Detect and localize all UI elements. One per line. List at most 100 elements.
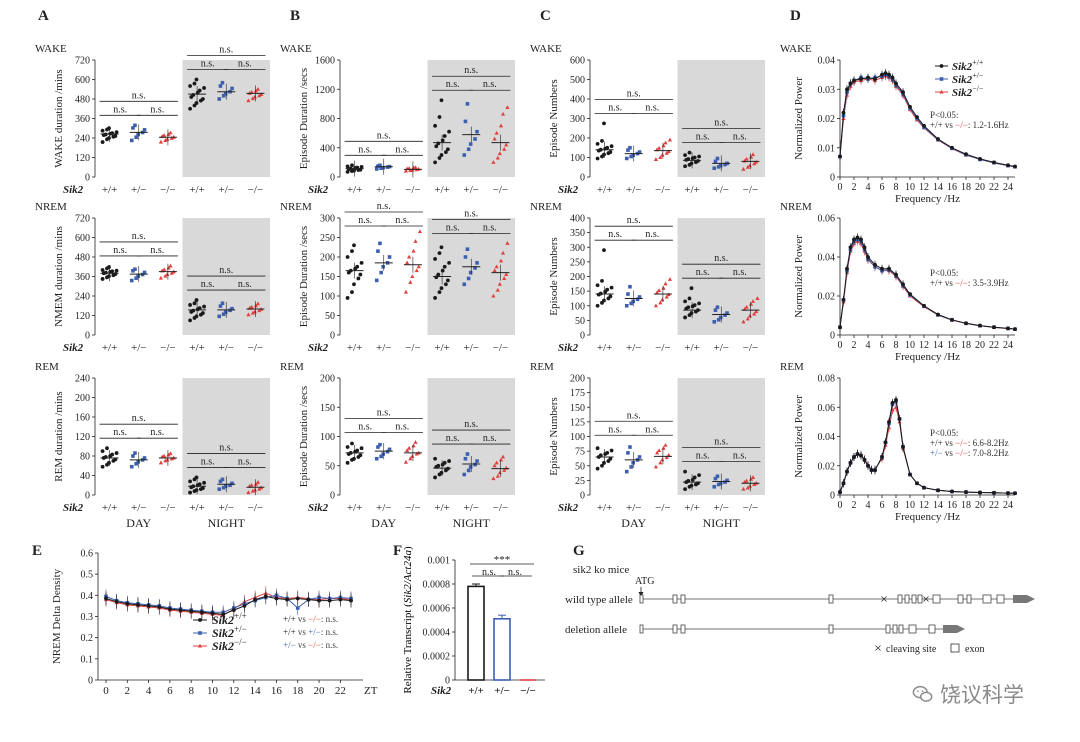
y-axis-title: Normalized Power — [793, 235, 805, 318]
data-point — [345, 445, 350, 449]
x-tick-label: 14 — [250, 685, 262, 697]
data-point — [403, 289, 409, 294]
data-point — [664, 150, 669, 155]
data-point — [683, 469, 687, 474]
data-point — [465, 247, 470, 251]
data-point — [713, 159, 718, 164]
significance-label: n.s. — [150, 104, 164, 115]
significance-label: n.s. — [113, 245, 127, 256]
data-point — [462, 282, 467, 287]
data-point — [992, 490, 996, 495]
data-point — [887, 419, 891, 424]
genotype-tick-label: +/+ — [347, 342, 362, 354]
panel-A-nrem: 0 120 240 360 480 600 720 NMEM duration /mins NR… — [35, 201, 270, 354]
significance-label: n.s. — [483, 79, 497, 90]
data-point — [723, 313, 727, 317]
data-point — [859, 237, 863, 242]
panel-g-title: sik2 ko mice — [573, 564, 629, 576]
data-point — [628, 145, 632, 150]
y-axis-title: NMEM duration /mins — [53, 226, 65, 327]
night-shade — [182, 60, 270, 177]
y-tick-label: 200 — [320, 374, 335, 385]
stat-label: +/− vs −/−: n.s. — [283, 640, 338, 650]
data-point — [437, 251, 442, 256]
stat-label: +/+ vs −/−: n.s. — [283, 614, 338, 624]
data-point — [136, 460, 140, 464]
data-point — [660, 457, 665, 462]
data-point — [502, 276, 507, 280]
data-point — [908, 104, 912, 109]
data-point — [712, 166, 717, 171]
data-point — [655, 450, 660, 455]
data-point — [107, 274, 111, 279]
data-point — [439, 153, 444, 157]
significance-label: n.s. — [395, 144, 409, 155]
genotype-tick-label: +/− — [714, 184, 729, 196]
data-point — [873, 77, 877, 81]
data-point — [950, 489, 954, 494]
x-tick-label: 12 — [228, 685, 239, 697]
significance-label: n.s. — [508, 567, 522, 578]
data-point — [359, 165, 364, 169]
significance-label: n.s. — [645, 424, 659, 435]
y-tick-label: 120 — [75, 153, 90, 164]
data-point — [231, 608, 236, 613]
data-point — [689, 161, 694, 166]
data-point — [683, 315, 687, 320]
data-point — [752, 482, 757, 486]
data-point — [697, 154, 701, 159]
genotype-tick-label: +/+ — [434, 502, 449, 514]
significance-label: n.s. — [358, 215, 372, 226]
data-point — [411, 248, 416, 253]
x-tick-label: 6 — [880, 182, 885, 193]
significance-label: n.s. — [113, 104, 127, 115]
data-point — [442, 134, 447, 138]
data-point — [855, 235, 860, 240]
exon — [957, 594, 964, 604]
data-point — [631, 299, 635, 304]
data-point — [376, 164, 380, 168]
data-point — [246, 490, 251, 495]
genotype-tick-label: +/− — [219, 184, 234, 196]
data-point — [658, 460, 663, 465]
significance-label: n.s. — [238, 279, 252, 290]
data-point — [495, 473, 500, 478]
data-point — [466, 468, 471, 473]
exon — [928, 624, 936, 634]
data-point — [741, 319, 746, 324]
wildtype-label: wild type allele — [565, 594, 633, 606]
data-point — [692, 303, 697, 308]
data-point — [433, 296, 437, 300]
data-point — [595, 303, 600, 308]
genotype-tick-label: −/− — [743, 502, 758, 514]
x-tick-label: +/− — [494, 685, 510, 697]
y-tick-label: 0 — [85, 331, 90, 342]
data-point — [494, 130, 499, 135]
data-point — [136, 132, 140, 137]
panel-B-rem: 0 50 100 150 200 Episode Duration /secs REM n.s… — [280, 361, 515, 530]
atg-label: ATG — [635, 576, 654, 587]
data-point — [655, 290, 660, 295]
data-point — [862, 245, 867, 250]
data-point — [637, 455, 642, 459]
y-tick-label: 0.0004 — [423, 628, 451, 639]
data-point — [188, 490, 192, 495]
data-point — [500, 111, 506, 116]
genotype-axis-label: Sik2 — [558, 184, 579, 196]
state-label: WAKE — [35, 43, 67, 55]
significance-label: n.s. — [201, 59, 215, 70]
data-point — [978, 323, 982, 328]
data-point — [220, 301, 225, 306]
x-tick-label: 0 — [838, 500, 843, 511]
data-point — [602, 152, 606, 157]
data-point — [436, 141, 441, 146]
data-point — [192, 301, 197, 306]
data-point — [350, 163, 354, 168]
data-point — [218, 479, 223, 484]
y-tick-label: 0 — [445, 676, 450, 687]
legend-cleave-label: cleaving site — [886, 644, 937, 655]
legend-label: Sik2−/− — [952, 84, 984, 99]
data-point — [230, 86, 234, 91]
data-point — [845, 87, 849, 92]
annotation: P<0.05: — [930, 268, 958, 278]
